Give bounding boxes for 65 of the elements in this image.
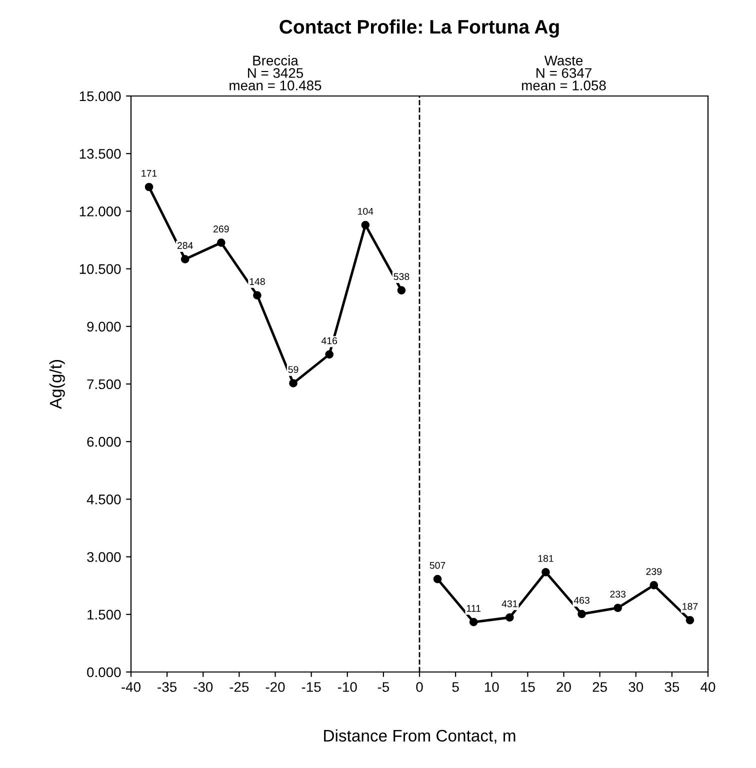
y-tick-label: 3.000	[87, 552, 121, 562]
annotation: 269	[214, 226, 229, 232]
point	[180, 255, 190, 264]
annotation: 463	[574, 596, 590, 604]
x-tick-label: -15	[302, 682, 321, 692]
y-tick-label: 15.000	[80, 91, 121, 102]
y-tick-label: 4.500	[86, 494, 121, 504]
chart-title: Contact Profile: La Fortuna Ag	[280, 19, 559, 38]
point	[216, 238, 226, 247]
y-tick-label: 0.000	[87, 667, 121, 678]
annotation: 59	[288, 366, 298, 373]
annotation: 187	[682, 603, 698, 610]
annotation: 431	[502, 600, 518, 608]
annotation: 233	[610, 590, 626, 598]
point	[325, 350, 334, 359]
x-tick-label: -25	[230, 682, 249, 692]
point	[397, 286, 406, 294]
point	[686, 616, 694, 624]
annotation: 104	[358, 208, 374, 215]
x-tick-label: 35	[664, 682, 680, 692]
annotation: 507	[430, 562, 446, 569]
y-tick-label: 9.000	[87, 322, 121, 332]
x-tick-label: 5	[452, 682, 459, 692]
x-tick-label: -20	[266, 682, 285, 692]
annotation: 538	[394, 273, 410, 280]
y-tick-label: 12.000	[80, 206, 121, 216]
annotation: 416	[321, 337, 338, 344]
text: Waste N = 6347 mean = 1.058	[522, 56, 606, 90]
annotation: 171	[142, 170, 157, 177]
y-tick-label: 6.000	[87, 436, 121, 447]
text: Breccia N = 3425 mean = 10.485	[230, 55, 322, 90]
point	[614, 604, 622, 612]
point	[542, 568, 550, 576]
x-tick-label: 25	[592, 682, 607, 692]
x-tick-label: 0	[416, 682, 423, 692]
annotation: 239	[646, 568, 662, 575]
annotation: 111	[466, 605, 481, 612]
x-tick-label: -40	[122, 682, 140, 692]
point	[650, 581, 658, 590]
y-axis-title: Ag(g/t)	[49, 360, 65, 409]
point	[505, 613, 514, 622]
x-tick-label: 15	[521, 682, 535, 692]
point	[289, 379, 298, 388]
annotation: 284	[177, 242, 193, 249]
y-tick-label: 7.500	[87, 379, 121, 390]
y-tick-label: 13.500	[80, 148, 121, 159]
x-axis-title: Distance From Contact, m	[324, 729, 516, 744]
point	[144, 182, 154, 192]
point	[433, 574, 442, 584]
x-tick-label: -10	[338, 682, 357, 692]
y-tick-label: 10.500	[80, 264, 121, 274]
annotation: 181	[538, 555, 554, 562]
x-tick-label: 10	[484, 682, 499, 692]
point	[469, 618, 478, 626]
x-tick-label: 30	[628, 682, 644, 692]
point	[253, 291, 262, 300]
y-tick-label: 1.500	[88, 610, 121, 620]
x-tick-label: 20	[556, 682, 571, 692]
x-tick-label: -30	[194, 682, 213, 692]
point	[578, 610, 586, 618]
annotation: 148	[250, 278, 265, 286]
x-tick-label: -35	[158, 682, 177, 692]
point	[361, 220, 370, 230]
x-tick-label: -5	[378, 682, 390, 692]
x-tick-label: 40	[700, 682, 716, 692]
